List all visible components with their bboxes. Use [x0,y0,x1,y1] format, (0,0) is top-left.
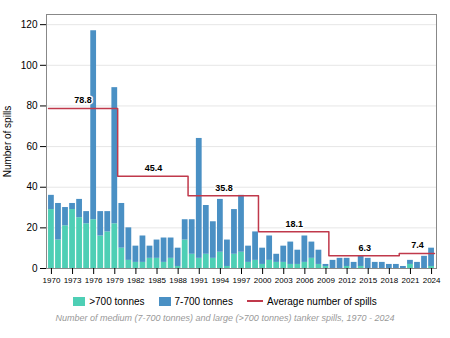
html-text:7-700 tonnes: 7-700 tonnes [174,295,233,307]
svg-text:2015: 2015 [359,276,377,285]
svg-text:1970: 1970 [43,276,61,285]
svg-text:1988: 1988 [169,276,187,285]
svg-text:2003: 2003 [275,276,293,285]
svg-text:1976: 1976 [85,276,103,285]
svg-text:0: 0 [32,263,38,274]
svg-text:80: 80 [26,100,38,111]
svg-text:1982: 1982 [127,276,145,285]
svg-text:78.8: 78.8 [74,95,92,105]
svg-text:1997: 1997 [233,276,251,285]
svg-text:2021: 2021 [402,276,420,285]
svg-text:2000: 2000 [254,276,272,285]
svg-text:20: 20 [26,222,38,233]
html-text:>700 tonnes: >700 tonnes [89,295,145,307]
svg-text:18.1: 18.1 [286,219,304,229]
svg-text:40: 40 [26,181,38,192]
svg-text:1994: 1994 [211,276,229,285]
svg-text:1991: 1991 [190,276,208,285]
svg-text:7.4: 7.4 [411,240,424,250]
svg-text:100: 100 [21,60,38,71]
svg-text:2018: 2018 [380,276,398,285]
svg-text:6.3: 6.3 [358,243,371,253]
html-text:Number of medium (7-700 tonnes: Number of medium (7-700 tonnes) and larg… [55,313,395,323]
svg-text:60: 60 [26,141,38,152]
svg-text:45.4: 45.4 [145,163,163,173]
svg-text:2012: 2012 [338,276,356,285]
svg-text:2009: 2009 [317,276,335,285]
svg-text:120: 120 [21,19,38,30]
svg-text:35.8: 35.8 [215,183,233,193]
svg-text:1973: 1973 [64,276,82,285]
svg-text:2006: 2006 [296,276,314,285]
svg-text:2024: 2024 [423,276,441,285]
svg-text:1985: 1985 [148,276,166,285]
svg-text:Number of spills: Number of spills [2,106,13,178]
html-text:Average number of spills: Average number of spills [266,295,377,307]
svg-text:1979: 1979 [106,276,124,285]
